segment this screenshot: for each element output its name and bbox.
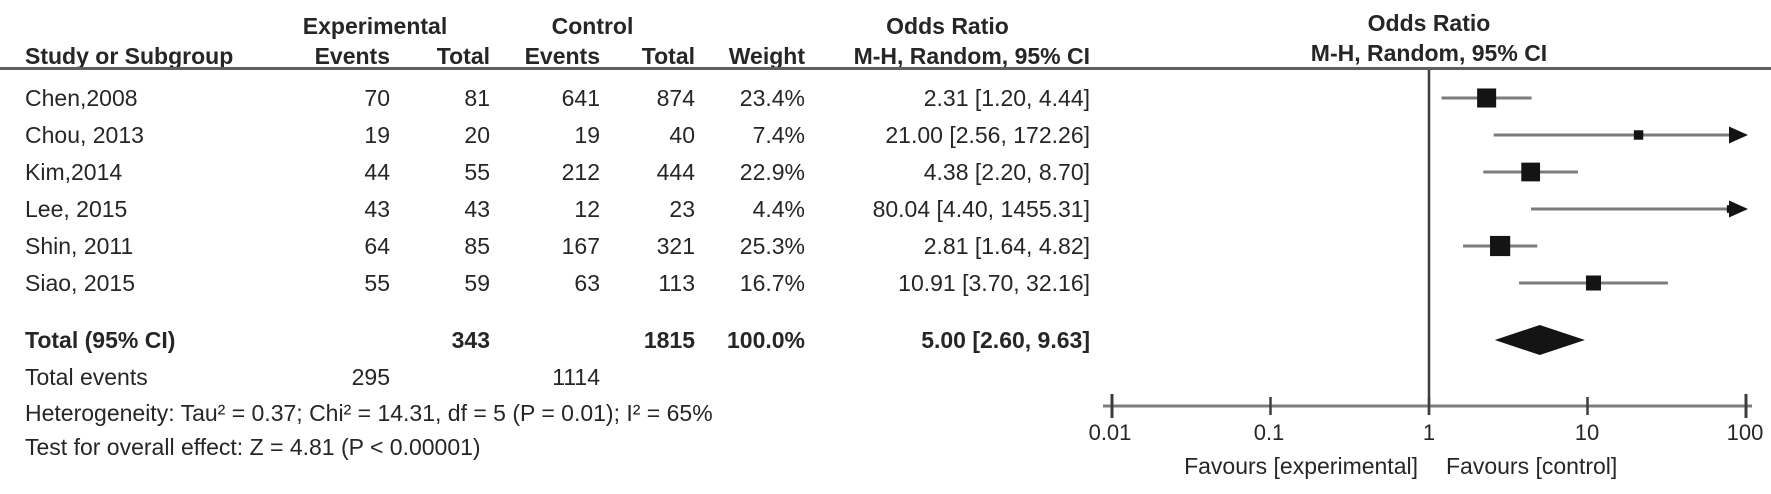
or-ci-text: 4.38 [2.20, 8.70] (923, 158, 1090, 185)
axis-tick-label: 10 (1574, 420, 1600, 445)
col-weight-header: Weight (728, 43, 805, 69)
group-odds-ratio-label: Odds Ratio (886, 13, 1009, 39)
or-ci-text: 2.81 [1.64, 4.82] (923, 232, 1090, 259)
total-ctrl-value: 40 (669, 121, 695, 148)
weight-value: 4.4% (752, 195, 805, 222)
total-ctrl-value: 444 (656, 158, 695, 185)
total-events-label: Total events (25, 363, 148, 390)
weight-value: 16.7% (739, 269, 805, 296)
col-total-exp-header: Total (436, 43, 490, 69)
total-row: Total (95% CI) 343 1815 100.0% 5.00 [2.6… (0, 322, 1090, 359)
total-events-ctrl: 1114 (552, 363, 600, 390)
total-events-row: Total events 295 1114 (0, 359, 1090, 396)
weight-value: 22.9% (739, 158, 805, 185)
col-events-exp-header: Events (314, 43, 390, 69)
events-ctrl-value: 641 (561, 84, 600, 111)
favours-control-label: Favours [control] (1446, 453, 1618, 479)
events-ctrl-value: 167 (561, 232, 600, 259)
total-exp-value: 85 (464, 232, 490, 259)
events-exp-value: 19 (364, 121, 390, 148)
axis-tick-label: 100 (1726, 420, 1764, 445)
or-ci-text: 10.91 [3.70, 32.16] (898, 269, 1090, 296)
total-label: Total (95% CI) (25, 326, 176, 353)
weight-value: 23.4% (739, 84, 805, 111)
axis-tick-label: 0.01 (1088, 420, 1132, 445)
axis-tick-label: 0.1 (1253, 420, 1285, 445)
total-exp-value: 43 (464, 195, 490, 222)
overall-effect-note: Test for overall effect: Z = 4.81 (P < 0… (25, 434, 481, 460)
events-exp-value: 55 (364, 269, 390, 296)
table-row: Siao, 2015 55 59 63 113 16.7% 10.91 [3.7… (0, 265, 1090, 302)
study-label: Shin, 2011 (25, 232, 134, 259)
events-exp-value: 70 (364, 84, 390, 111)
or-ci-text: 80.04 [4.40, 1455.31] (872, 195, 1090, 222)
total-weight: 100.0% (726, 326, 805, 353)
favours-experimental-label: Favours [experimental] (1184, 453, 1418, 479)
table-row: Chen,2008 70 81 641 874 23.4% 2.31 [1.20… (0, 80, 1090, 117)
or-ci-text: 21.00 [2.56, 172.26] (885, 121, 1090, 148)
events-ctrl-value: 19 (574, 121, 600, 148)
total-or-ci-text: 5.00 [2.60, 9.63] (921, 326, 1090, 353)
total-exp-value: 59 (464, 269, 490, 296)
total-ctrl-value: 874 (656, 84, 695, 111)
weight-value: 7.4% (752, 121, 805, 148)
plot-title: Odds Ratio (1367, 10, 1491, 36)
study-label: Chou, 2013 (25, 121, 144, 148)
events-ctrl-value: 12 (574, 195, 600, 222)
col-events-ctrl-header: Events (524, 43, 600, 69)
table-row: Shin, 2011 64 85 167 321 25.3% 2.81 [1.6… (0, 228, 1090, 265)
table-row: Lee, 2015 43 43 12 23 4.4% 80.04 [4.40, … (0, 191, 1090, 228)
total-ctrl-value: 113 (658, 269, 695, 296)
weight-value: 25.3% (739, 232, 805, 259)
column-header-row: Study or Subgroup Events Total Events To… (0, 38, 1090, 75)
study-label: Lee, 2015 (25, 195, 128, 222)
total-exp-sum: 343 (451, 326, 490, 353)
total-ctrl-value: 23 (669, 195, 695, 222)
col-total-ctrl-header: Total (641, 43, 695, 69)
table-row: Chou, 2013 19 20 19 40 7.4% 21.00 [2.56,… (0, 117, 1090, 154)
events-ctrl-value: 212 (561, 158, 600, 185)
col-study-header: Study or Subgroup (25, 43, 234, 69)
group-control-label: Control (551, 13, 634, 39)
plot-subtitle: M-H, Random, 95% CI (1310, 40, 1548, 66)
events-exp-value: 64 (364, 232, 390, 259)
events-ctrl-value: 63 (574, 269, 600, 296)
axis-tick-label: 1 (1422, 420, 1436, 445)
total-exp-value: 20 (464, 121, 490, 148)
header-rule (0, 67, 1771, 70)
heterogeneity-note: Heterogeneity: Tau² = 0.37; Chi² = 14.31… (25, 400, 713, 426)
events-exp-value: 44 (364, 158, 390, 185)
events-exp-value: 43 (364, 195, 390, 222)
total-ctrl-sum: 1815 (643, 326, 695, 353)
total-ctrl-value: 321 (656, 232, 695, 259)
or-ci-text: 2.31 [1.20, 4.44] (923, 84, 1090, 111)
total-exp-value: 81 (464, 84, 490, 111)
table-row: Kim,2014 44 55 212 444 22.9% 4.38 [2.20,… (0, 154, 1090, 191)
study-label: Siao, 2015 (25, 269, 135, 296)
study-label: Kim,2014 (25, 158, 123, 185)
study-label: Chen,2008 (25, 84, 138, 111)
total-events-exp: 295 (351, 363, 390, 390)
total-exp-value: 55 (464, 158, 490, 185)
group-experimental-label: Experimental (302, 13, 448, 39)
group-header-row: Experimental Control Odds Ratio (0, 8, 1090, 45)
col-effect-header: M-H, Random, 95% CI (853, 43, 1090, 69)
